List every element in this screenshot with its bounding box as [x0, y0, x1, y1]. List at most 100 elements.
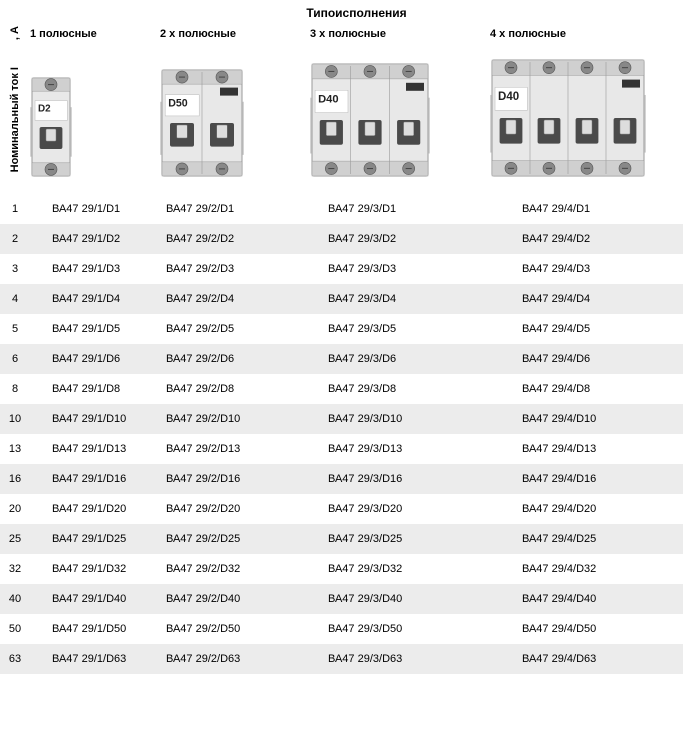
model-cell: ВА47 29/1/D10 — [30, 404, 160, 434]
table-row: 3ВА47 29/1/D3ВА47 29/2/D3ВА47 29/3/D3ВА4… — [0, 254, 683, 284]
model-cell: ВА47 29/1/D63 — [30, 644, 160, 674]
model-cell: ВА47 29/2/D8 — [160, 374, 310, 404]
current-cell: 20 — [0, 494, 30, 524]
model-cell: ВА47 29/3/D50 — [310, 614, 490, 644]
model-cell: ВА47 29/1/D32 — [30, 554, 160, 584]
model-cell: ВА47 29/2/D3 — [160, 254, 310, 284]
catalog-page: Типоисполнения , А 1 полюсные 2 х полюсн… — [0, 0, 683, 674]
model-cell: ВА47 29/3/D13 — [310, 434, 490, 464]
svg-text:D40: D40 — [498, 91, 519, 103]
model-cell: ВА47 29/4/D5 — [490, 314, 683, 344]
model-cell: ВА47 29/2/D6 — [160, 344, 310, 374]
col-head-3: 3 х полюсные — [310, 24, 490, 46]
current-cell: 1 — [0, 194, 30, 224]
model-cell: ВА47 29/1/D50 — [30, 614, 160, 644]
column-headers: 1 полюсные 2 х полюсные 3 х полюсные 4 х… — [30, 24, 683, 46]
table-row: 1ВА47 29/1/D1ВА47 29/2/D1ВА47 29/3/D1ВА4… — [0, 194, 683, 224]
table-row: 4ВА47 29/1/D4ВА47 29/2/D4ВА47 29/3/D4ВА4… — [0, 284, 683, 314]
current-cell: 5 — [0, 314, 30, 344]
table-row: 13ВА47 29/1/D13ВА47 29/2/D13ВА47 29/3/D1… — [0, 434, 683, 464]
model-cell: ВА47 29/3/D10 — [310, 404, 490, 434]
model-cell: ВА47 29/2/D10 — [160, 404, 310, 434]
svg-text:D50: D50 — [168, 97, 188, 109]
model-cell: ВА47 29/1/D1 — [30, 194, 160, 224]
model-cell: ВА47 29/3/D16 — [310, 464, 490, 494]
col-head-2: 2 х полюсные — [160, 24, 310, 46]
breaker-4p: D40 — [490, 54, 646, 182]
col-head-4: 4 х полюсные — [490, 24, 683, 46]
model-cell: ВА47 29/1/D40 — [30, 584, 160, 614]
model-cell: ВА47 29/2/D1 — [160, 194, 310, 224]
model-cell: ВА47 29/2/D20 — [160, 494, 310, 524]
table-row: 63ВА47 29/1/D63ВА47 29/2/D63ВА47 29/3/D6… — [0, 644, 683, 674]
svg-text:D2: D2 — [38, 103, 51, 114]
model-cell: ВА47 29/3/D2 — [310, 224, 490, 254]
model-cell: ВА47 29/2/D63 — [160, 644, 310, 674]
model-cell: ВА47 29/1/D2 — [30, 224, 160, 254]
y-axis-label: Номинальный ток I — [0, 46, 30, 194]
model-cell: ВА47 29/2/D50 — [160, 614, 310, 644]
model-cell: ВА47 29/2/D16 — [160, 464, 310, 494]
model-cell: ВА47 29/1/D6 — [30, 344, 160, 374]
model-cell: ВА47 29/3/D1 — [310, 194, 490, 224]
y-axis-label-block: , А — [0, 24, 30, 46]
breaker-images: D2 D50 D40 D40 — [30, 46, 646, 194]
model-cell: ВА47 29/3/D6 — [310, 344, 490, 374]
model-cell: ВА47 29/2/D5 — [160, 314, 310, 344]
model-cell: ВА47 29/2/D32 — [160, 554, 310, 584]
table-row: 20ВА47 29/1/D20ВА47 29/2/D20ВА47 29/3/D2… — [0, 494, 683, 524]
model-cell: ВА47 29/1/D20 — [30, 494, 160, 524]
model-cell: ВА47 29/3/D3 — [310, 254, 490, 284]
current-cell: 6 — [0, 344, 30, 374]
table-row: 16ВА47 29/1/D16ВА47 29/2/D16ВА47 29/3/D1… — [0, 464, 683, 494]
current-cell: 4 — [0, 284, 30, 314]
breaker-3p: D40 — [310, 58, 490, 182]
spec-table: 1ВА47 29/1/D1ВА47 29/2/D1ВА47 29/3/D1ВА4… — [0, 194, 683, 674]
table-row: 50ВА47 29/1/D50ВА47 29/2/D50ВА47 29/3/D5… — [0, 614, 683, 644]
model-cell: ВА47 29/3/D8 — [310, 374, 490, 404]
model-cell: ВА47 29/1/D4 — [30, 284, 160, 314]
model-cell: ВА47 29/1/D13 — [30, 434, 160, 464]
model-cell: ВА47 29/2/D4 — [160, 284, 310, 314]
model-cell: ВА47 29/3/D40 — [310, 584, 490, 614]
table-row: 25ВА47 29/1/D25ВА47 29/2/D25ВА47 29/3/D2… — [0, 524, 683, 554]
svg-text:D40: D40 — [318, 94, 338, 106]
model-cell: ВА47 29/3/D25 — [310, 524, 490, 554]
model-cell: ВА47 29/4/D8 — [490, 374, 683, 404]
current-cell: 10 — [0, 404, 30, 434]
model-cell: ВА47 29/4/D40 — [490, 584, 683, 614]
y-axis-unit: , А — [9, 26, 21, 40]
current-cell: 2 — [0, 224, 30, 254]
breaker-1p: D2 — [30, 72, 160, 182]
model-cell: ВА47 29/4/D6 — [490, 344, 683, 374]
model-cell: ВА47 29/4/D16 — [490, 464, 683, 494]
model-cell: ВА47 29/4/D50 — [490, 614, 683, 644]
model-cell: ВА47 29/3/D5 — [310, 314, 490, 344]
model-cell: ВА47 29/2/D25 — [160, 524, 310, 554]
model-cell: ВА47 29/4/D25 — [490, 524, 683, 554]
model-cell: ВА47 29/1/D5 — [30, 314, 160, 344]
model-cell: ВА47 29/1/D16 — [30, 464, 160, 494]
model-cell: ВА47 29/4/D1 — [490, 194, 683, 224]
table-row: 2ВА47 29/1/D2ВА47 29/2/D2ВА47 29/3/D2ВА4… — [0, 224, 683, 254]
model-cell: ВА47 29/4/D20 — [490, 494, 683, 524]
model-cell: ВА47 29/3/D63 — [310, 644, 490, 674]
model-cell: ВА47 29/4/D10 — [490, 404, 683, 434]
model-cell: ВА47 29/1/D25 — [30, 524, 160, 554]
model-cell: ВА47 29/2/D13 — [160, 434, 310, 464]
model-cell: ВА47 29/1/D3 — [30, 254, 160, 284]
model-cell: ВА47 29/4/D3 — [490, 254, 683, 284]
model-cell: ВА47 29/2/D2 — [160, 224, 310, 254]
table-row: 10ВА47 29/1/D10ВА47 29/2/D10ВА47 29/3/D1… — [0, 404, 683, 434]
current-cell: 13 — [0, 434, 30, 464]
image-row-wrap: Номинальный ток I D2 D50 D40 D40 — [0, 46, 683, 194]
table-row: 32ВА47 29/1/D32ВА47 29/2/D32ВА47 29/3/D3… — [0, 554, 683, 584]
current-cell: 3 — [0, 254, 30, 284]
model-cell: ВА47 29/3/D32 — [310, 554, 490, 584]
current-cell: 32 — [0, 554, 30, 584]
current-cell: 8 — [0, 374, 30, 404]
table-row: 5ВА47 29/1/D5ВА47 29/2/D5ВА47 29/3/D5ВА4… — [0, 314, 683, 344]
breaker-2p: D50 — [160, 64, 310, 182]
model-cell: ВА47 29/4/D2 — [490, 224, 683, 254]
header-row: , А 1 полюсные 2 х полюсные 3 х полюсные… — [0, 24, 683, 46]
